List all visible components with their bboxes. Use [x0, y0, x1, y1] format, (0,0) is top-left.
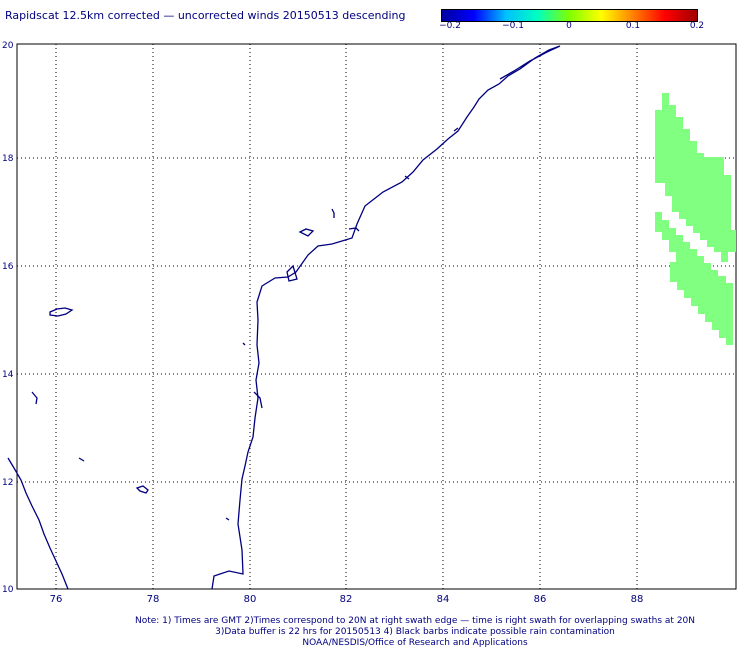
coastline	[7, 45, 561, 590]
note-line-3: NOAA/NESDIS/Office of Research and Appli…	[302, 638, 528, 648]
lon-label-86: 86	[534, 594, 547, 605]
lon-label-84: 84	[437, 594, 450, 605]
colorbar-label-max: 0.2	[689, 21, 705, 31]
colorbar-label-pos: 0.1	[625, 21, 641, 31]
plot-frame	[16, 43, 737, 590]
footer-notes: Note: 1) Times are GMT 2)Times correspon…	[0, 616, 740, 649]
map-title: Rapidscat 12.5km corrected — uncorrected…	[5, 9, 406, 22]
lon-label-80: 80	[244, 594, 257, 605]
island-coast-3	[348, 227, 360, 232]
island-west	[49, 307, 74, 317]
island-dot-1	[242, 342, 246, 346]
lon-label-82: 82	[340, 594, 353, 605]
coastline-west	[7, 457, 69, 590]
island-west-small	[135, 485, 149, 494]
lat-label-18: 18	[2, 154, 14, 164]
island-dot-4	[225, 517, 230, 521]
lat-label-14: 14	[2, 370, 14, 380]
swath-lower	[655, 212, 733, 345]
island-dot-6	[404, 175, 410, 180]
colorbar	[441, 9, 698, 22]
island-dot-5	[453, 127, 459, 132]
lon-label-88: 88	[631, 594, 644, 605]
lat-label-12: 12	[2, 478, 13, 488]
note-line-2: 3)Data buffer is 22 hrs for 20150513 4) …	[215, 627, 615, 637]
colorbar-label-neg: −0.1	[502, 21, 524, 31]
delta-mouth	[286, 264, 298, 282]
lat-label-20: 20	[2, 41, 14, 51]
colorbar-label-zero: 0	[566, 21, 572, 31]
coastline-mainland	[211, 45, 561, 590]
lon-gridlines	[55, 44, 638, 589]
lon-label-76: 76	[50, 594, 63, 605]
lat-gridlines	[17, 157, 736, 483]
island-dot-2	[31, 391, 38, 405]
island-coast-1	[298, 228, 315, 237]
island-coast-2	[331, 208, 335, 218]
island-dot-3	[78, 457, 85, 462]
note-line-1: Note: 1) Times are GMT 2)Times correspon…	[134, 616, 696, 626]
lon-label-78: 78	[147, 594, 160, 605]
lat-label-10: 10	[2, 585, 14, 595]
lat-label-16: 16	[2, 262, 14, 272]
swath-upper	[655, 93, 736, 262]
coast-lagoon	[253, 391, 263, 409]
wind-difference-swath	[655, 93, 736, 345]
colorbar-label-min: −0.2	[439, 21, 461, 31]
